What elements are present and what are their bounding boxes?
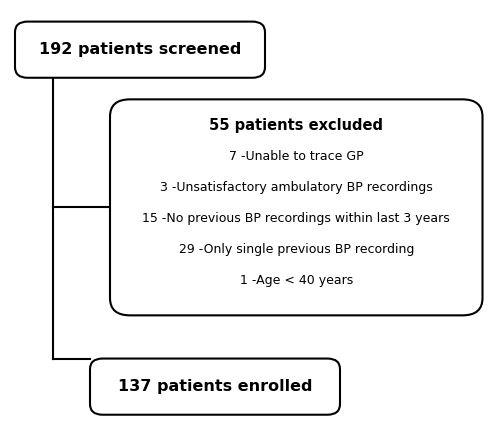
Text: 29 -Only single previous BP recording: 29 -Only single previous BP recording [178, 243, 414, 256]
Text: 15 -No previous BP recordings within last 3 years: 15 -No previous BP recordings within las… [142, 212, 450, 225]
FancyBboxPatch shape [15, 22, 265, 78]
Text: 192 patients screened: 192 patients screened [39, 42, 241, 57]
Text: 7 -Unable to trace GP: 7 -Unable to trace GP [229, 150, 364, 163]
Text: 3 -Unsatisfactory ambulatory BP recordings: 3 -Unsatisfactory ambulatory BP recordin… [160, 181, 432, 194]
FancyBboxPatch shape [90, 359, 340, 415]
Text: 55 patients excluded: 55 patients excluded [209, 118, 384, 133]
Text: 1 -Age < 40 years: 1 -Age < 40 years [240, 274, 353, 287]
FancyBboxPatch shape [110, 99, 482, 315]
Text: 137 patients enrolled: 137 patients enrolled [118, 379, 312, 394]
